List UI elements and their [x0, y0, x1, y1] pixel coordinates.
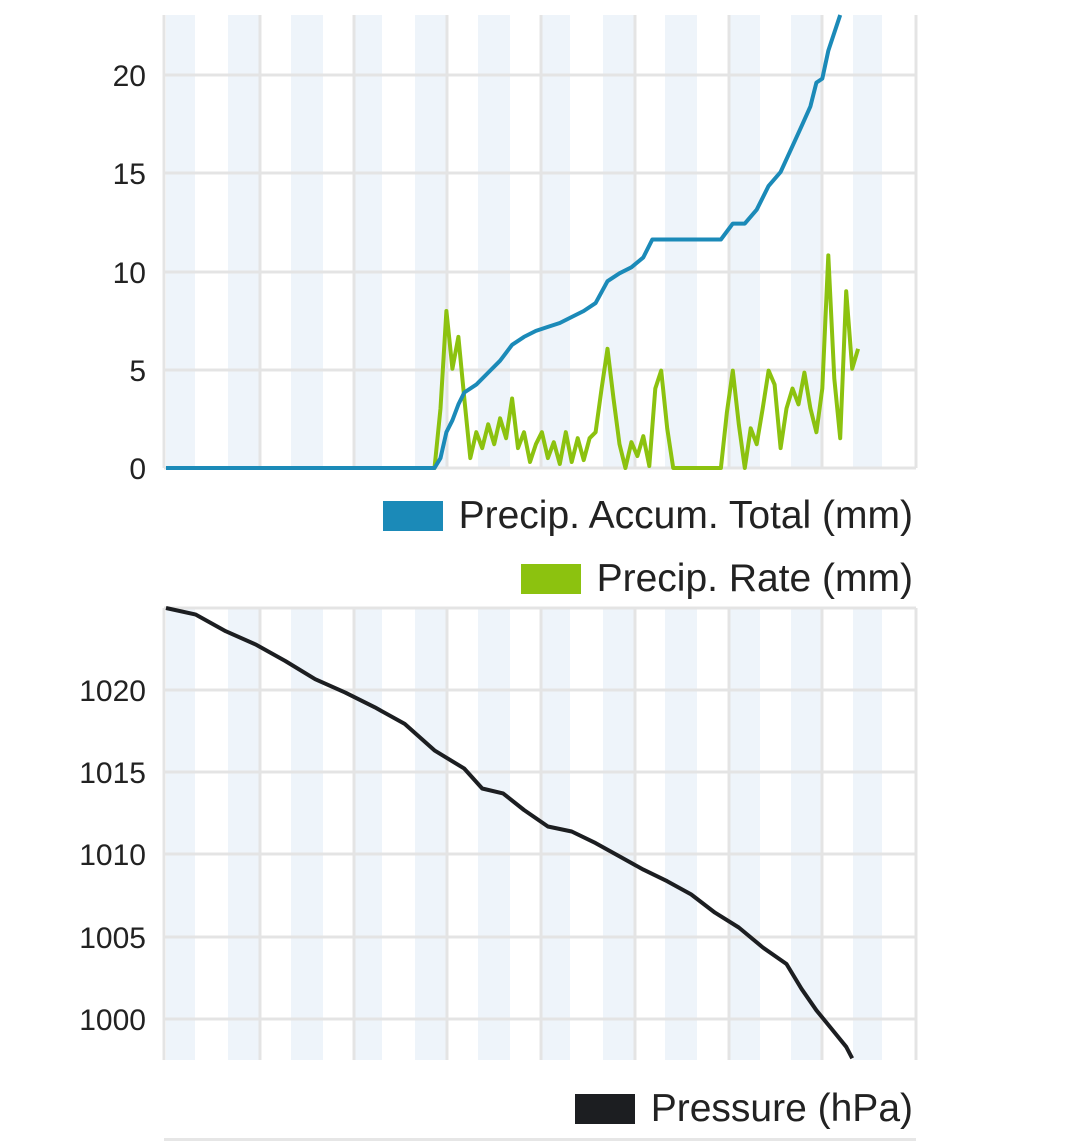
background-band — [228, 15, 260, 468]
background-band — [603, 608, 635, 1060]
legend-swatch-precip-rate — [520, 564, 581, 594]
background-band — [853, 15, 882, 468]
background-band — [729, 15, 760, 468]
legend-item-pressure: Pressure (hPa) — [574, 1087, 913, 1131]
y-tick-label: 10 — [113, 257, 146, 290]
background-band — [166, 608, 195, 1060]
legend-swatch-accum-total — [382, 501, 443, 531]
background-band — [665, 608, 697, 1060]
series-line-precip-accum-total-mm — [166, 14, 843, 470]
legend-swatch-pressure — [574, 1094, 635, 1124]
background-band — [354, 608, 382, 1060]
y-tick-label: 20 — [113, 60, 146, 93]
legend-item-accum-total: Precip. Accum. Total (mm) — [382, 494, 913, 538]
background-band — [541, 608, 570, 1060]
legend-item-precip-rate: Precip. Rate (mm) — [520, 557, 913, 601]
y-tick-label: 1010 — [79, 839, 146, 872]
background-band — [478, 15, 510, 468]
background-band — [791, 608, 822, 1060]
y-tick-label: 0 — [129, 453, 146, 486]
y-tick-label: 1020 — [79, 675, 146, 708]
y-tick-label: 15 — [113, 158, 146, 191]
background-band — [853, 608, 882, 1060]
y-tick-label: 1015 — [79, 757, 146, 790]
next-chart-top-border — [164, 1138, 916, 1141]
background-band — [291, 608, 323, 1060]
y-tick-label: 1000 — [79, 1004, 146, 1037]
y-tick-label: 1005 — [79, 922, 146, 955]
background-band — [541, 15, 570, 468]
background-band — [478, 608, 510, 1060]
series-line-pressure-hpa — [165, 606, 854, 1060]
background-band — [354, 15, 382, 468]
y-tick-label: 5 — [129, 355, 146, 388]
background-band — [291, 15, 323, 468]
series-line-precip-rate-mm — [166, 253, 861, 470]
legend-label-accum-total: Precip. Accum. Total (mm) — [458, 494, 913, 537]
background-band — [729, 608, 760, 1060]
background-band — [166, 15, 195, 468]
background-band — [415, 608, 447, 1060]
background-band — [228, 608, 260, 1060]
legend-label-precip-rate: Precip. Rate (mm) — [596, 557, 913, 600]
background-band — [603, 15, 635, 468]
legend-label-pressure: Pressure (hPa) — [650, 1087, 913, 1130]
